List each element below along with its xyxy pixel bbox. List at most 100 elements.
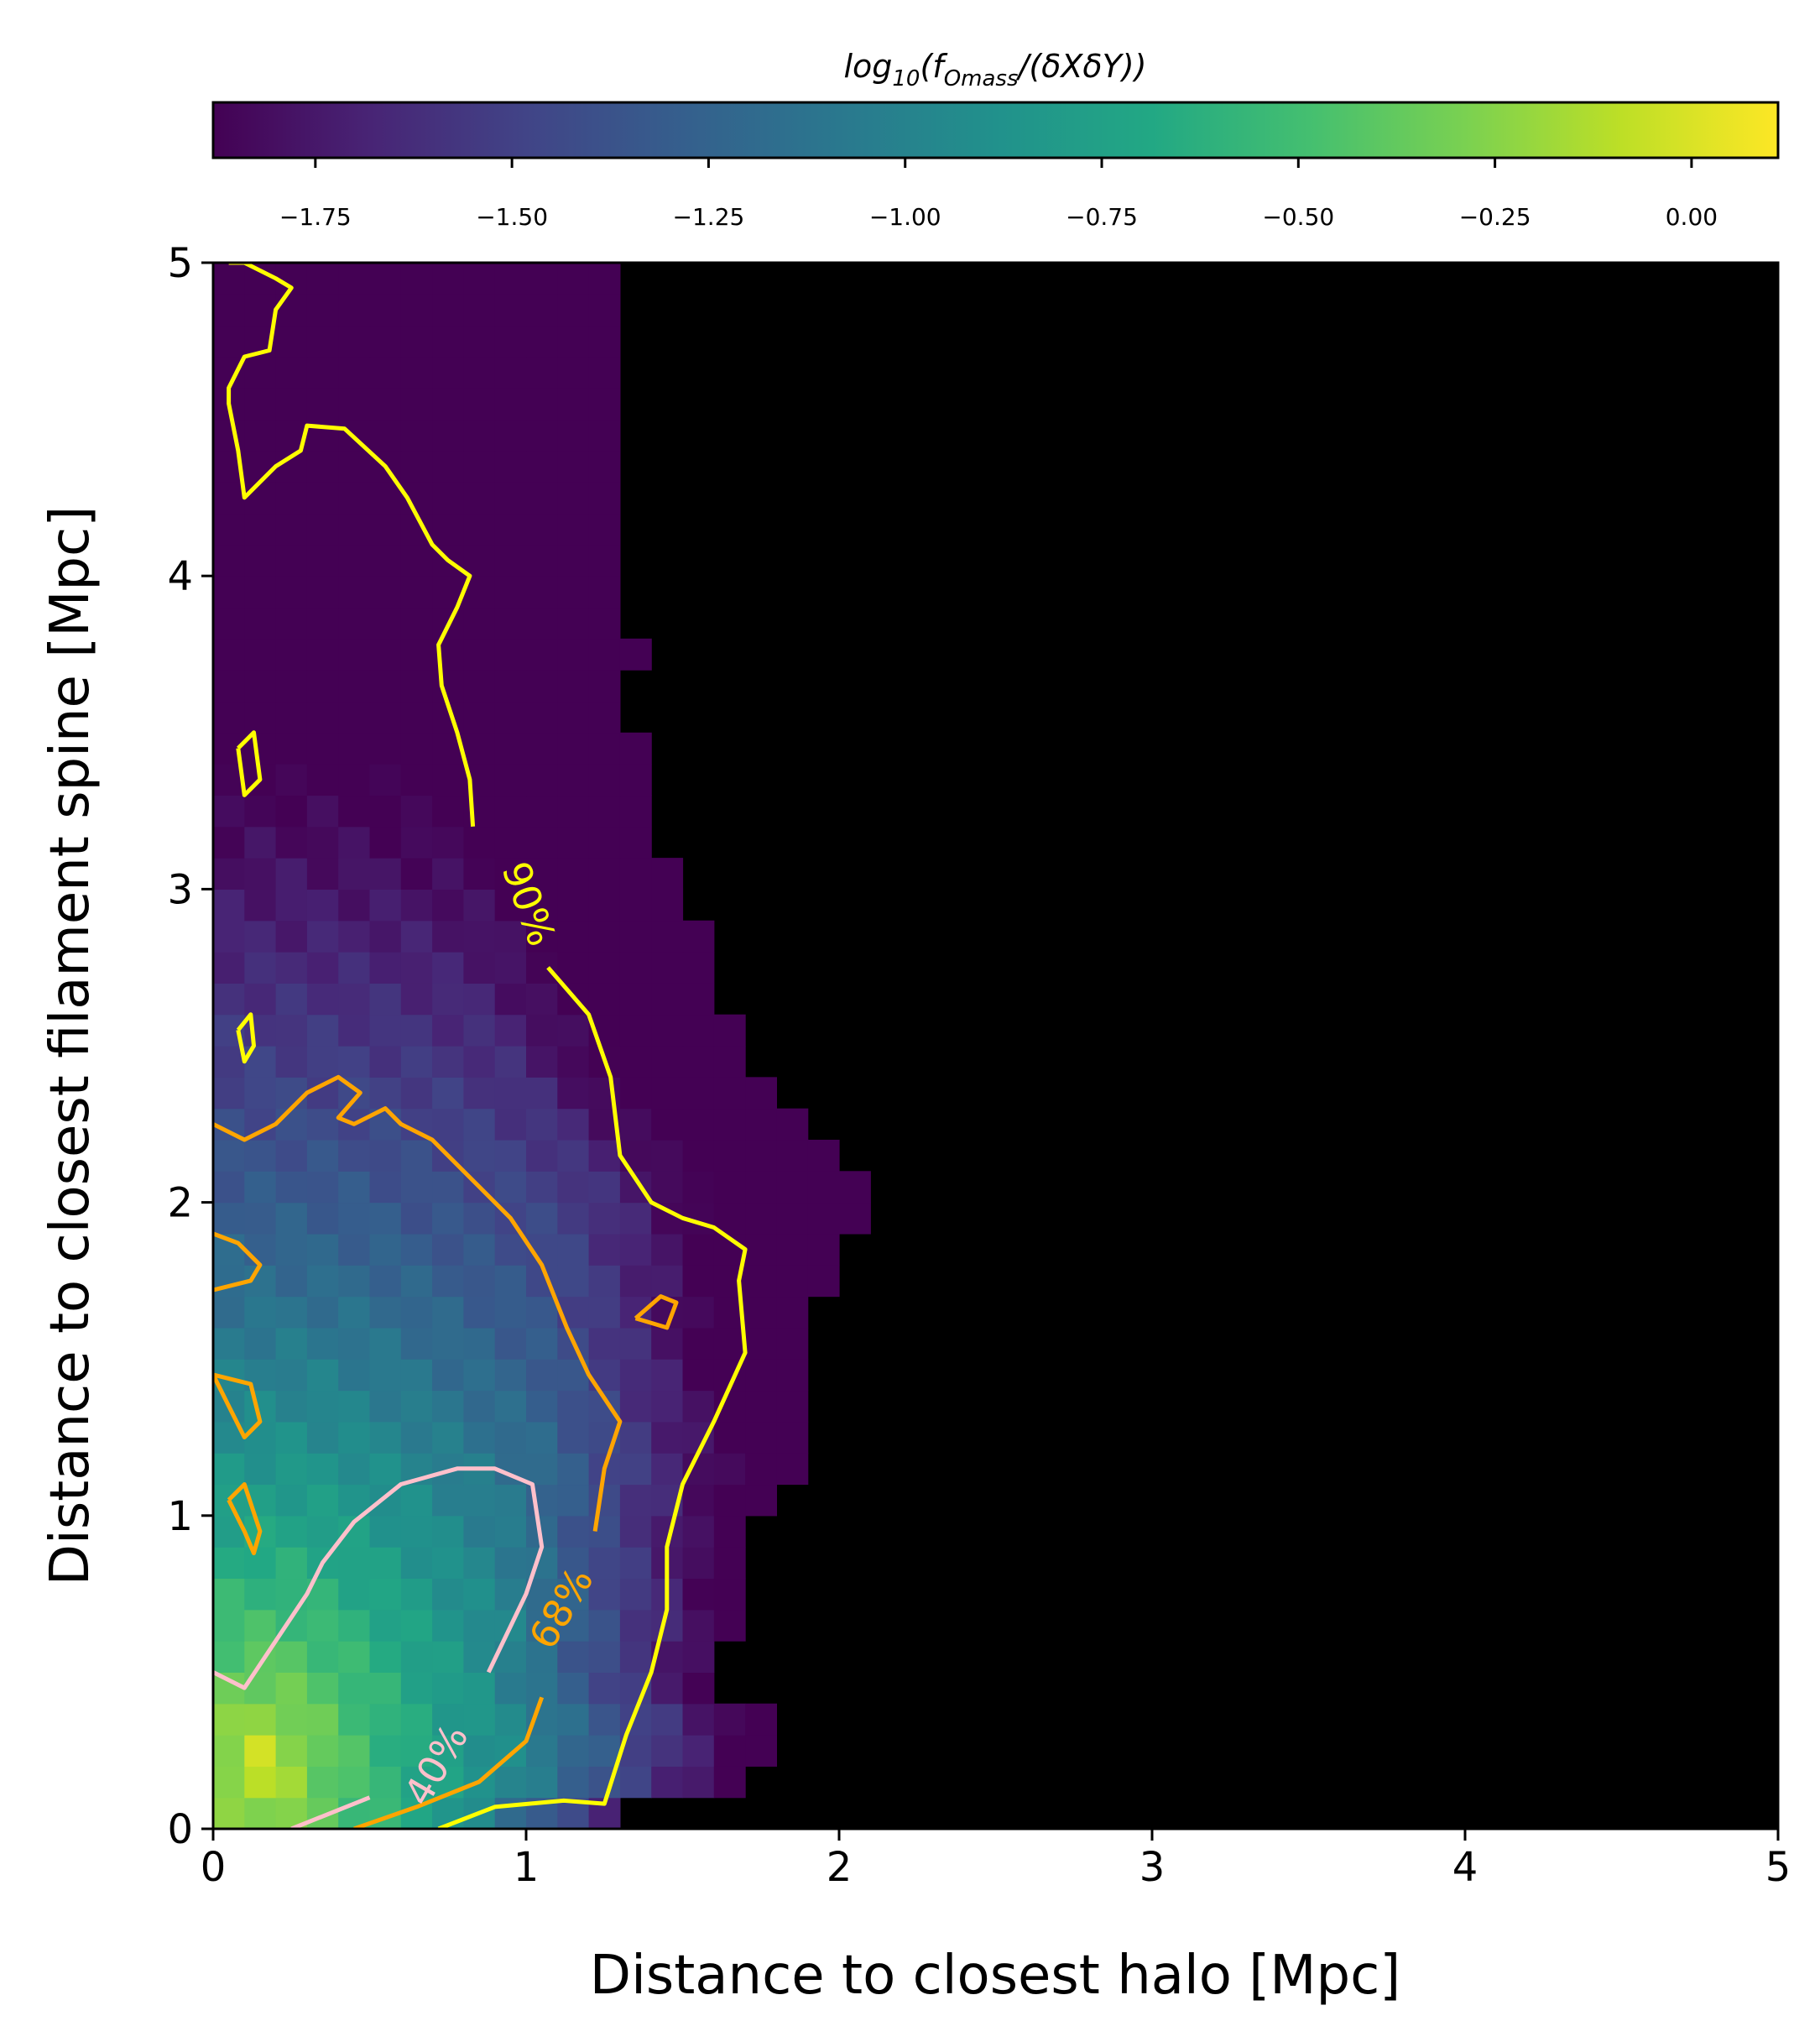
heatmap-cell bbox=[682, 1265, 715, 1298]
heatmap-cell bbox=[776, 1202, 809, 1235]
heatmap-cell bbox=[494, 388, 527, 420]
heatmap-cell bbox=[463, 1703, 496, 1736]
heatmap-cell bbox=[651, 952, 684, 984]
heatmap-cell bbox=[494, 325, 527, 358]
heatmap-cell bbox=[463, 1672, 496, 1705]
heatmap-cell bbox=[338, 1390, 371, 1423]
heatmap-cell bbox=[494, 952, 527, 984]
heatmap-cell bbox=[494, 1672, 527, 1705]
y-axis: 0 1 2 3 4 5 bbox=[167, 240, 213, 1853]
heatmap-cell bbox=[306, 513, 339, 546]
heatmap-cell bbox=[306, 1202, 339, 1235]
heatmap-cell bbox=[432, 1547, 464, 1580]
heatmap-cell bbox=[244, 356, 277, 389]
heatmap-cell bbox=[651, 1735, 684, 1767]
heatmap-cell bbox=[400, 1327, 433, 1360]
heatmap-cell bbox=[526, 952, 558, 984]
heatmap-cell bbox=[400, 1108, 433, 1141]
heatmap-cell bbox=[213, 1609, 245, 1642]
heatmap-cell bbox=[776, 1108, 809, 1141]
heatmap-cell bbox=[369, 1766, 402, 1799]
heatmap-cell bbox=[494, 670, 527, 702]
heatmap-cell bbox=[619, 764, 652, 796]
heatmap-cell bbox=[682, 1735, 715, 1767]
heatmap-cell bbox=[400, 858, 433, 890]
heatmap-cell bbox=[526, 607, 558, 640]
heatmap-cell bbox=[745, 1202, 777, 1235]
heatmap-cell bbox=[463, 1077, 496, 1110]
heatmap-cell bbox=[557, 607, 590, 640]
heatmap-cell bbox=[651, 1421, 684, 1454]
heatmap-cell bbox=[494, 419, 527, 452]
heatmap-cell bbox=[275, 294, 308, 326]
heatmap-cell bbox=[213, 1578, 245, 1611]
heatmap-cell bbox=[338, 1202, 371, 1235]
heatmap-cell bbox=[494, 983, 527, 1016]
heatmap-cell bbox=[400, 1735, 433, 1767]
heatmap-cell bbox=[213, 325, 245, 358]
heatmap-cell bbox=[651, 1703, 684, 1736]
heatmap-cell bbox=[588, 889, 621, 922]
heatmap-cell bbox=[494, 482, 527, 514]
heatmap-cell bbox=[275, 1265, 308, 1298]
heatmap-cell bbox=[244, 419, 277, 452]
heatmap-cell bbox=[494, 701, 527, 734]
heatmap-cell bbox=[776, 1390, 809, 1423]
heatmap-cell bbox=[463, 294, 496, 326]
heatmap-cell bbox=[213, 263, 245, 295]
heatmap-cell bbox=[338, 1046, 371, 1078]
heatmap-cell bbox=[682, 920, 715, 953]
heatmap-cell bbox=[682, 952, 715, 984]
heatmap-cell bbox=[400, 1139, 433, 1172]
heatmap-cell bbox=[306, 1265, 339, 1298]
heatmap-cell bbox=[432, 513, 464, 546]
heatmap-cell bbox=[463, 858, 496, 890]
heatmap-cell bbox=[213, 858, 245, 890]
heatmap-cell bbox=[275, 889, 308, 922]
heatmap-cell bbox=[306, 858, 339, 890]
heatmap-cell bbox=[338, 450, 371, 483]
heatmap-cell bbox=[494, 1359, 527, 1392]
heatmap-cell bbox=[588, 513, 621, 546]
y-axis-title: Distance to closest filament spine [Mpc] bbox=[39, 506, 102, 1585]
heatmap-cell bbox=[275, 1077, 308, 1110]
heatmap-cell bbox=[400, 638, 433, 671]
heatmap-cell bbox=[338, 858, 371, 890]
heatmap-cell bbox=[526, 764, 558, 796]
heatmap-cell bbox=[588, 607, 621, 640]
heatmap-cell bbox=[369, 544, 402, 577]
heatmap-cell bbox=[244, 544, 277, 577]
heatmap-cell bbox=[713, 1014, 746, 1047]
contour-line bbox=[213, 1372, 263, 1439]
heatmap-cell bbox=[275, 764, 308, 796]
contour-line bbox=[213, 1231, 263, 1293]
heatmap-cell bbox=[776, 1233, 809, 1266]
heatmap-cell bbox=[557, 450, 590, 483]
heatmap-cell bbox=[306, 1327, 339, 1360]
heatmap-cell bbox=[400, 1233, 433, 1266]
heatmap-cell bbox=[463, 1202, 496, 1235]
heatmap-cell bbox=[400, 1046, 433, 1078]
heatmap-cell bbox=[244, 920, 277, 953]
heatmap-cell bbox=[275, 356, 308, 389]
heatmap-cell bbox=[557, 294, 590, 326]
heatmap-cell bbox=[494, 826, 527, 859]
heatmap-cell bbox=[494, 1014, 527, 1047]
heatmap-cell bbox=[244, 826, 277, 859]
heatmap-cell bbox=[619, 1327, 652, 1360]
heatmap-cell bbox=[400, 826, 433, 859]
heatmap-cell bbox=[369, 670, 402, 702]
heatmap-cell bbox=[213, 889, 245, 922]
heatmap-cell bbox=[275, 670, 308, 702]
heatmap-cell bbox=[306, 1108, 339, 1141]
heatmap-cell bbox=[400, 294, 433, 326]
heatmap-cell bbox=[807, 1202, 840, 1235]
colorbar-gradient bbox=[211, 101, 1780, 159]
heatmap-cell bbox=[682, 1077, 715, 1110]
heatmap-cell bbox=[526, 1296, 558, 1329]
contour-line bbox=[227, 1482, 263, 1556]
heatmap-cell bbox=[463, 1609, 496, 1642]
heatmap-cell bbox=[306, 576, 339, 608]
heatmap-cell bbox=[619, 1233, 652, 1266]
heatmap-cell bbox=[244, 513, 277, 546]
